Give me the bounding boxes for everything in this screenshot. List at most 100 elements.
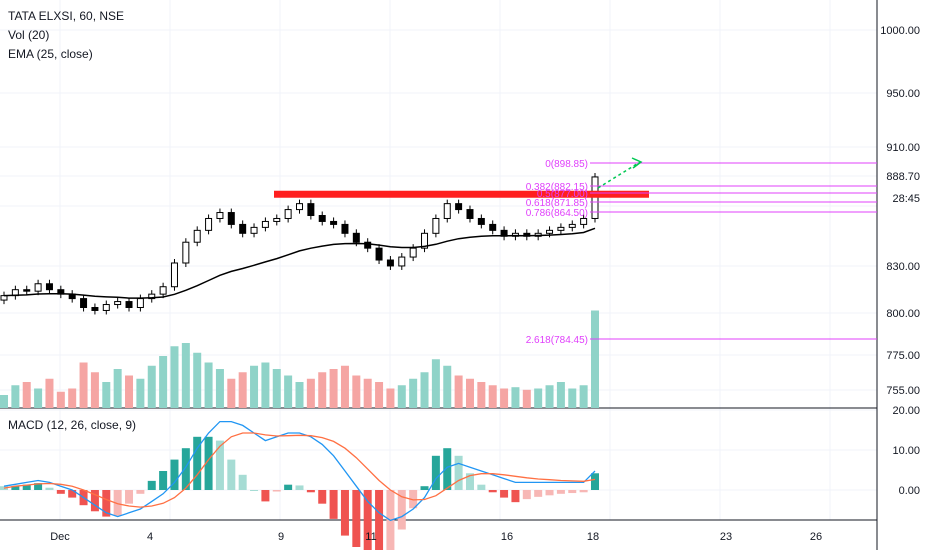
macd-histogram-bar: [34, 483, 43, 490]
volume-bar: [170, 346, 179, 408]
fib-label: 0.618(871.85): [526, 198, 588, 209]
macd-histogram-bar: [409, 490, 418, 509]
candle-body: [125, 301, 133, 308]
macd-histogram-bar: [431, 455, 440, 490]
time-axis-label: 26: [810, 531, 822, 543]
candle-body: [273, 217, 281, 222]
candle-body: [45, 283, 53, 291]
ema-indicator-label: EMA (25, close): [8, 47, 93, 61]
volume-bar: [90, 372, 99, 408]
candle-body: [250, 226, 258, 234]
macd-histogram-bar: [68, 490, 77, 498]
volume-bar: [318, 372, 327, 408]
volume-bar: [534, 388, 543, 408]
volume-bar: [147, 365, 156, 408]
volume-bar: [397, 385, 406, 408]
price-axis-label: 800.00: [886, 308, 920, 320]
candle-body: [159, 286, 167, 295]
macd-histogram-bar: [329, 490, 338, 519]
macd-histogram-bar: [534, 490, 543, 497]
macd-histogram-bar: [193, 436, 202, 490]
candle-body: [239, 223, 247, 234]
candle-body: [398, 256, 406, 267]
macd-indicator-label: MACD (12, 26, close, 9): [8, 418, 137, 432]
macd-histogram-bar: [295, 485, 304, 490]
candle-body: [136, 298, 144, 308]
time-axis-label: 18: [587, 531, 599, 543]
fib-label: 0(898.85): [545, 159, 588, 170]
volume-bar: [568, 388, 577, 408]
macd-histogram-bar: [568, 490, 577, 494]
macd-histogram-bar: [340, 490, 349, 536]
macd-histogram-bar: [522, 490, 531, 500]
macd-histogram-bar: [125, 490, 134, 504]
projection-arrow: [597, 161, 641, 189]
price-tag-bg: [880, 168, 932, 184]
macd-histogram-bar: [227, 459, 236, 490]
macd-histogram-bar: [591, 473, 599, 490]
volume-bar: [45, 378, 54, 408]
macd-histogram-bar: [511, 490, 520, 503]
macd-line: [3, 420, 596, 522]
candle-body: [409, 247, 417, 258]
macd-histogram-bar: [306, 490, 315, 493]
volume-bar: [34, 388, 43, 408]
projection-arrow-head: [631, 157, 643, 169]
macd-histogram-bar: [488, 490, 497, 493]
candle-body: [284, 209, 292, 219]
macd-histogram-bar: [579, 490, 588, 493]
macd-histogram-bar: [0, 486, 8, 490]
candle-body: [205, 217, 213, 231]
volume-bar: [386, 388, 395, 408]
macd-histogram-bar: [102, 490, 111, 517]
volume-bar: [22, 382, 31, 408]
volume-bar: [329, 369, 338, 408]
macd-histogram-bar: [556, 490, 565, 494]
candle-body: [489, 223, 497, 231]
candle-body: [148, 293, 156, 300]
candle-body: [546, 229, 554, 234]
volume-bar: [102, 382, 111, 408]
candle-body: [91, 306, 99, 311]
candle-body: [216, 212, 224, 219]
volume-bar: [79, 362, 88, 408]
macd-histogram-bar: [272, 490, 281, 492]
candle-body: [421, 232, 429, 249]
volume-bar: [522, 389, 531, 408]
candle-body: [330, 220, 338, 225]
volume-bar: [238, 372, 247, 408]
macd-histogram-bar: [215, 440, 224, 490]
volume-bar: [284, 375, 293, 408]
candle-body: [443, 203, 451, 219]
candle-body: [34, 283, 42, 292]
candle-body: [466, 209, 474, 219]
macd-histogram-bar: [147, 480, 156, 490]
ema-line: [3, 227, 596, 299]
candle-body: [296, 203, 303, 211]
volume-bar: [443, 365, 452, 408]
fib-label: 2.618(784.45): [526, 335, 588, 346]
macd-histogram-bar: [45, 487, 54, 490]
candle-body: [341, 223, 349, 234]
candle-body: [568, 223, 576, 228]
macd-histogram-bar: [11, 486, 20, 490]
macd-histogram-bar: [113, 490, 122, 516]
price-axis-label: 1000.00: [880, 25, 920, 37]
candle-body: [318, 215, 326, 222]
candle-body: [182, 241, 190, 264]
price-axis-label: 888.70: [886, 171, 920, 183]
macd-histogram-bar: [397, 490, 406, 530]
volume-bar: [488, 385, 497, 408]
candle-body: [557, 226, 565, 231]
price-axis-label: 775.00: [886, 350, 920, 362]
volume-bar: [375, 382, 384, 408]
macd-histogram-bar: [363, 490, 372, 550]
candle-body: [102, 304, 110, 311]
volume-bar: [477, 382, 486, 408]
macd-histogram-bar: [318, 490, 327, 504]
fib-label: 0.5(877.00): [537, 189, 588, 200]
macd-histogram-bar: [250, 490, 259, 491]
fib-label: 0.382(882.15): [526, 182, 588, 193]
candle-body: [80, 298, 88, 308]
